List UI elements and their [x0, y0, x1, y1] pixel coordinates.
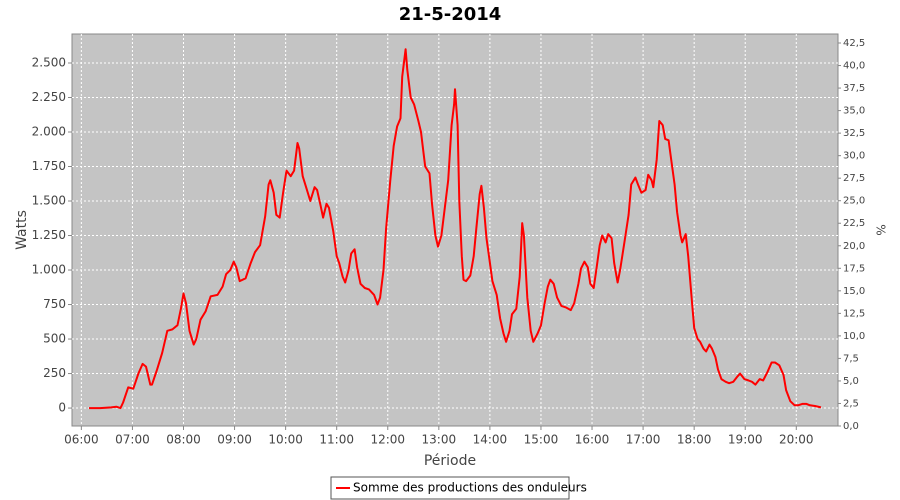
x-tick-label: 09:00	[217, 433, 252, 447]
y2-tick-label: 2,5	[843, 398, 859, 409]
y2-tick-label: 12,5	[843, 308, 865, 319]
x-tick-label: 19:00	[728, 433, 763, 447]
y2-axis-label: %	[874, 224, 888, 235]
x-tick-label: 13:00	[422, 433, 457, 447]
x-tick-label: 15:00	[524, 433, 559, 447]
y-tick-label: 1.500	[32, 194, 66, 208]
y-tick-label: 2.000	[32, 125, 66, 139]
y2-tick-label: 20,0	[843, 241, 865, 252]
y2-tick-label: 22,5	[843, 218, 865, 229]
y-tick-label: 250	[43, 366, 66, 380]
x-tick-label: 11:00	[319, 433, 354, 447]
x-axis-label: Période	[424, 453, 476, 469]
y-tick-label: 1.750	[32, 159, 66, 173]
y2-tick-label: 30,0	[843, 151, 865, 162]
y2-tick-label: 10,0	[843, 331, 865, 342]
x-tick-label: 10:00	[268, 433, 303, 447]
y-tick-label: 1.000	[32, 263, 66, 277]
y-tick-label: 1.250	[32, 228, 66, 242]
y2-tick-label: 40,0	[843, 61, 865, 72]
x-tick-label: 08:00	[166, 433, 201, 447]
y2-tick-label: 42,5	[843, 38, 865, 49]
y2-tick-label: 0,0	[843, 421, 859, 432]
y-tick-label: 750	[43, 297, 66, 311]
y2-tick-label: 37,5	[843, 83, 865, 94]
y2-tick-label: 32,5	[843, 128, 865, 139]
x-tick-label: 12:00	[370, 433, 405, 447]
legend-label: Somme des productions des onduleurs	[353, 481, 587, 495]
y2-tick-label: 27,5	[843, 173, 865, 184]
y-tick-label: 500	[43, 332, 66, 346]
x-tick-label: 20:00	[779, 433, 814, 447]
y-tick-label: 2.250	[32, 90, 66, 104]
y-axis-label: Watts	[14, 210, 30, 250]
y-tick-label: 2.500	[32, 55, 66, 69]
x-tick-label: 14:00	[473, 433, 508, 447]
y2-tick-label: 25,0	[843, 196, 865, 207]
y2-tick-label: 35,0	[843, 106, 865, 117]
line-series	[89, 48, 822, 410]
y2-tick-label: 7,5	[843, 353, 859, 364]
x-tick-label: 07:00	[115, 433, 150, 447]
y2-tick-label: 15,0	[843, 286, 865, 297]
x-tick-label: 16:00	[575, 433, 610, 447]
x-tick-label: 18:00	[677, 433, 712, 447]
legend	[330, 476, 570, 500]
chart-title: 21-5-2014	[399, 4, 502, 25]
y2-tick-label: 5,0	[843, 376, 859, 387]
x-tick-label: 06:00	[64, 433, 99, 447]
y2-tick-label: 17,5	[843, 263, 865, 274]
x-tick-label: 17:00	[626, 433, 661, 447]
y-tick-label: 0	[58, 401, 66, 415]
